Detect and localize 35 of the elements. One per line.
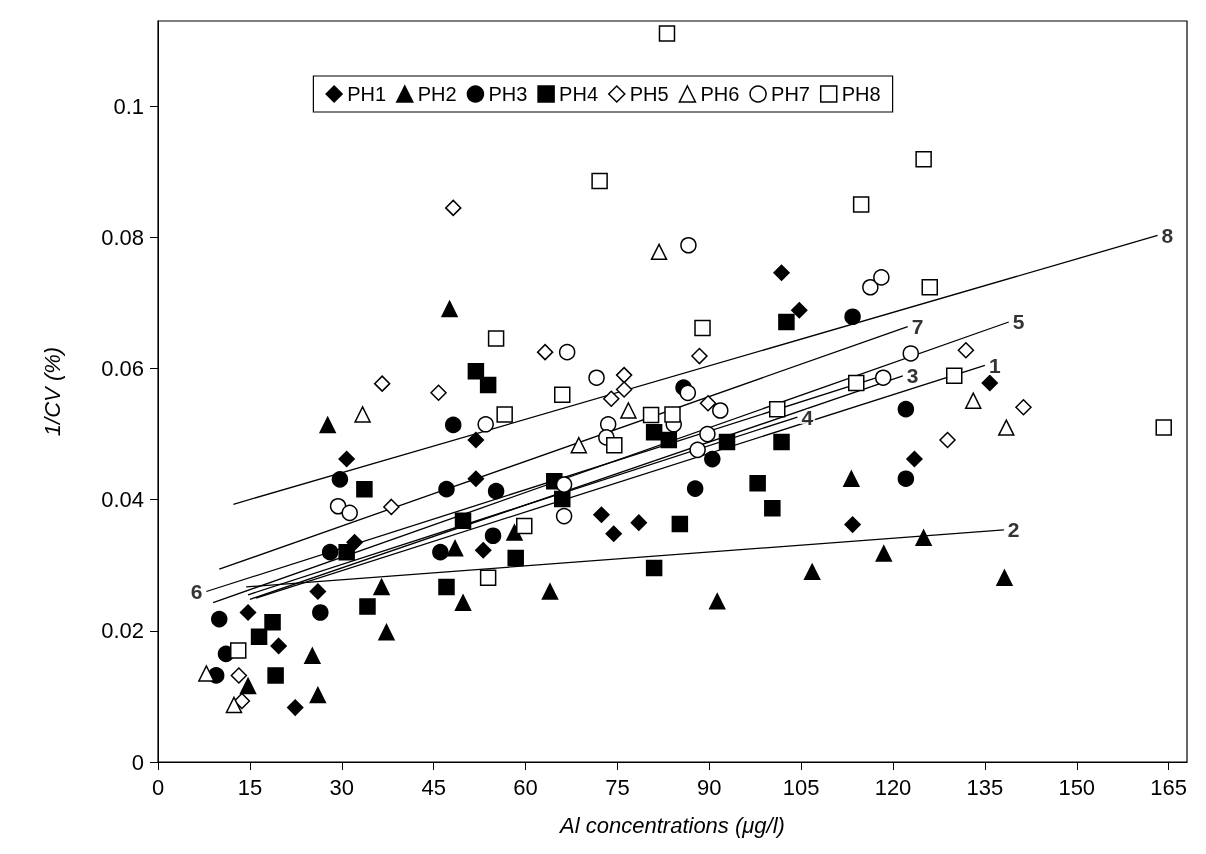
legend-label: PH4 [559,83,598,105]
x-tick-label: 60 [513,774,538,800]
legend-label: PH8 [841,83,881,105]
x-axis-title: Al concentrations (μg/l) [558,812,785,838]
y-tick-label: 0 [131,749,144,775]
legend-label: PH7 [771,83,810,105]
annotation: 6 [190,580,203,603]
x-tick-label: 30 [329,774,354,800]
legend-label: PH5 [629,83,669,105]
legend-label: PH6 [700,83,740,105]
legend-label: PH1 [347,83,387,105]
x-tick-label: 90 [697,774,722,800]
y-tick-label: 0.06 [101,356,144,382]
annotation: 1 [988,353,1001,377]
x-tick-label: 150 [1058,774,1096,800]
x-tick-label: 120 [874,774,912,800]
y-axis-title: 1/CV (%) [39,346,65,437]
y-tick-label: 0.04 [101,487,144,513]
legend-label: PH2 [417,83,457,105]
x-tick-label: 45 [421,774,446,800]
x-tick-label: 105 [782,774,820,800]
y-tick-label: 0.02 [101,618,144,644]
annotation: 2 [1007,518,1020,542]
x-tick-label: 75 [605,774,630,800]
y-tick-label: 0.08 [101,224,144,250]
x-tick-label: 0 [151,774,165,800]
y-tick-label: 0.1 [113,93,144,119]
x-tick-label: 135 [966,774,1004,800]
annotation: 3 [906,364,919,388]
x-tick-label: 165 [1150,774,1187,800]
annotation: 5 [1012,310,1025,334]
legend-label: PH3 [488,83,528,105]
annotation: 7 [911,315,924,339]
annotation: 8 [1161,223,1174,247]
x-tick-label: 15 [237,774,263,800]
